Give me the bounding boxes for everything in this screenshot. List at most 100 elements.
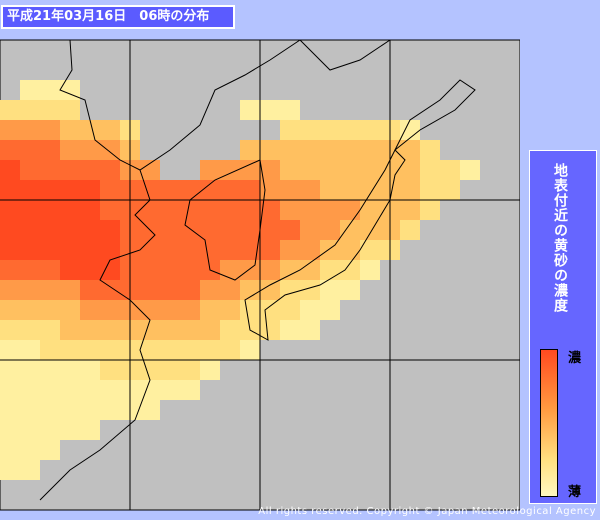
dust-cell bbox=[80, 260, 100, 280]
dust-cell bbox=[100, 180, 120, 200]
dust-cell bbox=[360, 120, 380, 140]
dust-cell bbox=[0, 280, 20, 300]
dust-cell bbox=[0, 240, 20, 260]
dust-cell bbox=[60, 360, 80, 380]
dust-cell bbox=[60, 120, 80, 140]
dust-cell bbox=[260, 300, 280, 320]
dust-cell bbox=[100, 220, 120, 240]
dust-cell bbox=[220, 200, 240, 220]
dust-cell bbox=[460, 160, 480, 180]
dust-cell bbox=[40, 360, 60, 380]
dust-cell bbox=[280, 100, 300, 120]
dust-cell bbox=[320, 200, 340, 220]
dust-cell bbox=[80, 400, 100, 420]
dust-cell bbox=[80, 200, 100, 220]
dust-cell bbox=[60, 260, 80, 280]
korea bbox=[184, 159, 266, 281]
dust-cell bbox=[200, 240, 220, 260]
dust-cell bbox=[280, 240, 300, 260]
dust-cell bbox=[40, 260, 60, 280]
dust-cell bbox=[20, 380, 40, 400]
dust-cell bbox=[140, 200, 160, 220]
dust-cell bbox=[400, 160, 420, 180]
dust-cell bbox=[240, 100, 260, 120]
dust-cell bbox=[60, 420, 80, 440]
dust-cell bbox=[400, 220, 420, 240]
dust-cell bbox=[240, 200, 260, 220]
dust-cell bbox=[220, 240, 240, 260]
dust-cell bbox=[160, 240, 180, 260]
dust-cell bbox=[0, 320, 20, 340]
dust-cell bbox=[40, 320, 60, 340]
dust-cell bbox=[300, 240, 320, 260]
dust-cell bbox=[60, 320, 80, 340]
dust-cell bbox=[20, 80, 40, 100]
dust-cell bbox=[180, 200, 200, 220]
dust-cell bbox=[240, 280, 260, 300]
dust-cell bbox=[40, 160, 60, 180]
dust-cell bbox=[440, 180, 460, 200]
dust-cell bbox=[140, 180, 160, 200]
dust-cell bbox=[60, 80, 80, 100]
dust-cell bbox=[100, 280, 120, 300]
dust-cell bbox=[340, 260, 360, 280]
map bbox=[0, 39, 520, 511]
dust-cell bbox=[140, 240, 160, 260]
dust-cell bbox=[220, 220, 240, 240]
dust-cell bbox=[260, 280, 280, 300]
dust-cell bbox=[100, 140, 120, 160]
dust-cell bbox=[360, 160, 380, 180]
dust-cell bbox=[100, 200, 120, 220]
dust-cell bbox=[180, 280, 200, 300]
dust-cell bbox=[60, 100, 80, 120]
dust-cell bbox=[140, 260, 160, 280]
dust-cell bbox=[60, 400, 80, 420]
dust-cell bbox=[300, 180, 320, 200]
dust-cell bbox=[0, 120, 20, 140]
dust-cell bbox=[340, 120, 360, 140]
dust-cell bbox=[20, 200, 40, 220]
dust-cell bbox=[340, 220, 360, 240]
dust-cell bbox=[100, 260, 120, 280]
dust-cell bbox=[80, 280, 100, 300]
dust-cell bbox=[200, 360, 220, 380]
dust-cell bbox=[140, 400, 160, 420]
dust-cell bbox=[320, 260, 340, 280]
dust-cell bbox=[20, 300, 40, 320]
dust-cell bbox=[80, 220, 100, 240]
dust-cell bbox=[0, 460, 20, 480]
dust-cell bbox=[200, 280, 220, 300]
dust-cell bbox=[40, 240, 60, 260]
dust-cell bbox=[0, 260, 20, 280]
dust-cell bbox=[140, 380, 160, 400]
dust-cell bbox=[340, 160, 360, 180]
dust-cell bbox=[0, 180, 20, 200]
dust-cell bbox=[60, 220, 80, 240]
dust-cell bbox=[260, 100, 280, 120]
dust-cell bbox=[180, 260, 200, 280]
dust-cell bbox=[280, 160, 300, 180]
graticule bbox=[0, 40, 520, 510]
dust-cell bbox=[100, 300, 120, 320]
dust-cell bbox=[20, 220, 40, 240]
dust-cells bbox=[0, 80, 480, 480]
dust-cell bbox=[100, 120, 120, 140]
dust-cell bbox=[40, 200, 60, 220]
dust-cell bbox=[60, 280, 80, 300]
dust-cell bbox=[420, 200, 440, 220]
dust-cell bbox=[300, 300, 320, 320]
copyright: All rights reserved. Copyright © Japan M… bbox=[258, 506, 596, 517]
dust-cell bbox=[80, 340, 100, 360]
dust-cell bbox=[0, 360, 20, 380]
coastlines bbox=[39, 39, 476, 501]
dust-cell bbox=[200, 180, 220, 200]
dust-cell bbox=[360, 240, 380, 260]
dust-cell bbox=[400, 180, 420, 200]
dust-cell bbox=[160, 180, 180, 200]
dust-cell bbox=[60, 140, 80, 160]
dust-cell bbox=[300, 200, 320, 220]
legend-title: 地表付近の黄砂の濃度 bbox=[552, 163, 568, 313]
dust-cell bbox=[320, 160, 340, 180]
dust-cell bbox=[160, 320, 180, 340]
